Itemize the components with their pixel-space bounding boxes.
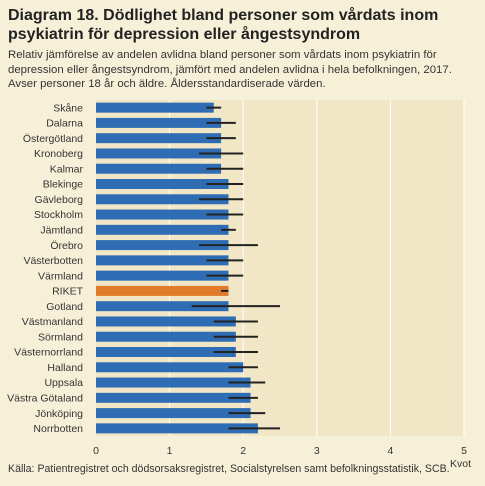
bar (96, 240, 229, 251)
category-label: Sörmland (38, 331, 83, 343)
bar (96, 194, 229, 205)
bar (96, 331, 236, 342)
chart-title: Diagram 18. Dödlighet bland personer som… (8, 7, 439, 43)
x-tick-label: 5 (461, 445, 467, 457)
category-label: Kalmar (50, 163, 84, 175)
x-tick-label: 1 (167, 445, 173, 457)
bars-group (96, 102, 258, 434)
bar (96, 423, 258, 434)
source-note: Källa: Patientregistret och dödsorsaksre… (8, 463, 450, 475)
category-label: RIKET (52, 286, 84, 298)
bar (96, 316, 236, 327)
bar (96, 102, 214, 113)
bar (96, 209, 229, 220)
bar (96, 224, 229, 235)
bar (96, 270, 229, 281)
category-label: Västra Götaland (7, 393, 83, 405)
category-label: Dalarna (46, 118, 83, 130)
category-label: Stockholm (34, 209, 83, 221)
category-label: Skåne (53, 102, 83, 114)
bar (96, 301, 229, 312)
bar (96, 347, 236, 357)
bar (96, 255, 229, 266)
category-label: Värmland (38, 270, 83, 282)
x-tick-labels: 0 1 2 3 4 5 (93, 445, 467, 457)
bar (96, 163, 222, 174)
bar (96, 408, 251, 419)
bar (96, 377, 251, 388)
x-tick-label: 2 (240, 445, 246, 457)
category-label: Östergötland (23, 133, 83, 145)
bar (96, 117, 222, 128)
category-label: Kronoberg (34, 148, 83, 160)
category-label: Västmanland (22, 316, 83, 328)
error-bars-group (191, 106, 280, 430)
bar (96, 133, 222, 144)
category-label: Västernorrland (14, 347, 83, 359)
category-label: Norrbotten (33, 423, 83, 435)
bar (96, 362, 244, 373)
x-axis-label: Kvot (450, 458, 471, 470)
category-label: Uppsala (44, 377, 83, 389)
chart-subtitle: Relativ jämförelse av andelen avlidna bl… (8, 49, 452, 90)
category-label: Gotland (46, 301, 83, 313)
bar (96, 285, 229, 296)
category-label: Jämtland (40, 225, 83, 237)
category-label: Gävleborg (35, 194, 84, 206)
bar (96, 148, 222, 159)
category-label: Västerbotten (23, 255, 83, 267)
bar (96, 179, 229, 189)
x-tick-label: 3 (314, 445, 320, 457)
category-label: Jönköping (35, 408, 83, 420)
category-label: Blekinge (43, 179, 83, 191)
bar (96, 392, 251, 403)
x-tick-label: 4 (387, 445, 393, 457)
category-labels: Skåne Dalarna Östergötland Kronoberg Kalmar B… (7, 102, 83, 435)
x-tick-label: 0 (93, 445, 99, 457)
category-label: Örebro (50, 240, 83, 252)
category-label: Halland (47, 362, 83, 374)
